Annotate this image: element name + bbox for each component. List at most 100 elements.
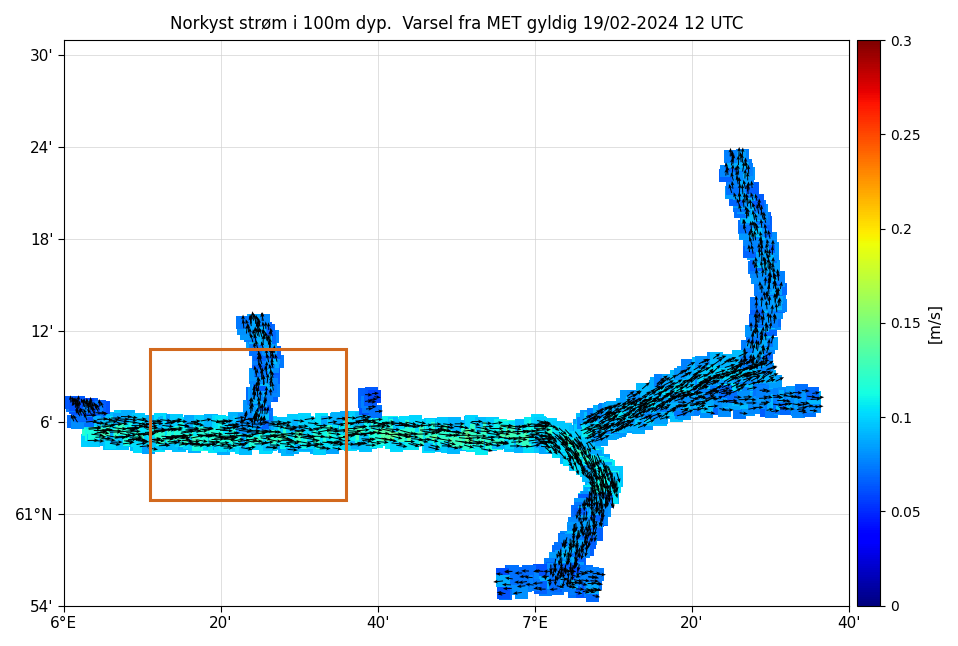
FancyBboxPatch shape bbox=[249, 434, 262, 447]
FancyBboxPatch shape bbox=[759, 293, 771, 306]
FancyBboxPatch shape bbox=[670, 386, 683, 399]
FancyBboxPatch shape bbox=[577, 538, 589, 551]
FancyBboxPatch shape bbox=[761, 363, 774, 375]
FancyBboxPatch shape bbox=[582, 518, 596, 531]
FancyBboxPatch shape bbox=[759, 258, 772, 271]
FancyBboxPatch shape bbox=[603, 410, 615, 423]
FancyBboxPatch shape bbox=[589, 433, 603, 446]
FancyBboxPatch shape bbox=[760, 404, 773, 417]
FancyBboxPatch shape bbox=[570, 552, 583, 565]
FancyBboxPatch shape bbox=[657, 379, 671, 391]
FancyBboxPatch shape bbox=[764, 269, 777, 282]
FancyBboxPatch shape bbox=[595, 512, 607, 525]
FancyBboxPatch shape bbox=[570, 582, 582, 595]
FancyBboxPatch shape bbox=[240, 442, 252, 455]
FancyBboxPatch shape bbox=[732, 350, 745, 363]
FancyBboxPatch shape bbox=[166, 414, 179, 427]
FancyBboxPatch shape bbox=[759, 225, 772, 238]
FancyBboxPatch shape bbox=[474, 443, 488, 455]
FancyBboxPatch shape bbox=[351, 424, 363, 437]
FancyBboxPatch shape bbox=[183, 436, 196, 449]
FancyBboxPatch shape bbox=[754, 239, 767, 252]
FancyBboxPatch shape bbox=[741, 403, 755, 415]
FancyBboxPatch shape bbox=[440, 425, 453, 438]
FancyBboxPatch shape bbox=[465, 430, 478, 442]
FancyBboxPatch shape bbox=[750, 310, 764, 323]
FancyBboxPatch shape bbox=[401, 437, 415, 450]
FancyBboxPatch shape bbox=[593, 405, 606, 417]
FancyBboxPatch shape bbox=[741, 378, 755, 391]
FancyBboxPatch shape bbox=[586, 462, 599, 475]
FancyBboxPatch shape bbox=[712, 386, 725, 399]
FancyBboxPatch shape bbox=[755, 286, 768, 299]
FancyBboxPatch shape bbox=[208, 432, 221, 445]
FancyBboxPatch shape bbox=[573, 419, 586, 432]
FancyBboxPatch shape bbox=[331, 424, 345, 437]
FancyBboxPatch shape bbox=[759, 370, 771, 383]
FancyBboxPatch shape bbox=[599, 483, 612, 495]
FancyBboxPatch shape bbox=[118, 430, 131, 443]
FancyBboxPatch shape bbox=[589, 409, 603, 422]
FancyBboxPatch shape bbox=[586, 567, 599, 580]
FancyBboxPatch shape bbox=[758, 213, 771, 225]
FancyBboxPatch shape bbox=[229, 423, 241, 436]
FancyBboxPatch shape bbox=[547, 563, 560, 576]
FancyBboxPatch shape bbox=[306, 430, 318, 443]
FancyBboxPatch shape bbox=[766, 391, 780, 404]
FancyBboxPatch shape bbox=[691, 373, 704, 386]
FancyBboxPatch shape bbox=[578, 494, 591, 507]
FancyBboxPatch shape bbox=[693, 357, 705, 370]
FancyBboxPatch shape bbox=[756, 270, 769, 283]
FancyBboxPatch shape bbox=[104, 418, 118, 431]
FancyBboxPatch shape bbox=[774, 283, 787, 295]
FancyBboxPatch shape bbox=[320, 435, 333, 448]
FancyBboxPatch shape bbox=[79, 400, 92, 413]
FancyBboxPatch shape bbox=[629, 408, 643, 421]
FancyBboxPatch shape bbox=[522, 565, 536, 578]
FancyBboxPatch shape bbox=[740, 392, 753, 405]
FancyBboxPatch shape bbox=[737, 364, 750, 377]
FancyBboxPatch shape bbox=[686, 403, 699, 416]
FancyBboxPatch shape bbox=[749, 302, 763, 315]
FancyBboxPatch shape bbox=[129, 422, 143, 435]
FancyBboxPatch shape bbox=[487, 426, 500, 439]
FancyBboxPatch shape bbox=[646, 387, 659, 400]
FancyBboxPatch shape bbox=[764, 233, 777, 245]
FancyBboxPatch shape bbox=[756, 319, 768, 331]
FancyBboxPatch shape bbox=[476, 421, 490, 433]
FancyBboxPatch shape bbox=[562, 433, 576, 446]
FancyBboxPatch shape bbox=[280, 436, 293, 449]
FancyBboxPatch shape bbox=[158, 417, 171, 430]
FancyBboxPatch shape bbox=[129, 428, 143, 441]
FancyBboxPatch shape bbox=[179, 437, 193, 450]
FancyBboxPatch shape bbox=[575, 512, 587, 525]
FancyBboxPatch shape bbox=[246, 336, 260, 349]
FancyBboxPatch shape bbox=[162, 437, 175, 450]
FancyBboxPatch shape bbox=[266, 384, 280, 397]
FancyBboxPatch shape bbox=[597, 454, 609, 467]
FancyBboxPatch shape bbox=[72, 402, 85, 414]
FancyBboxPatch shape bbox=[577, 585, 589, 598]
FancyBboxPatch shape bbox=[196, 421, 210, 433]
FancyBboxPatch shape bbox=[732, 393, 745, 406]
FancyBboxPatch shape bbox=[556, 561, 569, 574]
FancyBboxPatch shape bbox=[588, 513, 602, 526]
FancyBboxPatch shape bbox=[538, 430, 552, 443]
FancyBboxPatch shape bbox=[464, 416, 477, 429]
FancyBboxPatch shape bbox=[261, 369, 273, 382]
FancyBboxPatch shape bbox=[746, 247, 760, 260]
FancyBboxPatch shape bbox=[534, 581, 547, 594]
FancyBboxPatch shape bbox=[587, 408, 600, 421]
FancyBboxPatch shape bbox=[307, 422, 320, 435]
FancyBboxPatch shape bbox=[562, 453, 576, 466]
FancyBboxPatch shape bbox=[721, 394, 735, 407]
FancyBboxPatch shape bbox=[260, 365, 273, 378]
FancyBboxPatch shape bbox=[742, 357, 756, 370]
FancyBboxPatch shape bbox=[741, 174, 754, 187]
FancyBboxPatch shape bbox=[77, 401, 90, 413]
FancyBboxPatch shape bbox=[753, 251, 765, 264]
FancyBboxPatch shape bbox=[228, 430, 241, 443]
FancyBboxPatch shape bbox=[307, 437, 320, 449]
FancyBboxPatch shape bbox=[764, 405, 778, 418]
FancyBboxPatch shape bbox=[559, 432, 573, 444]
